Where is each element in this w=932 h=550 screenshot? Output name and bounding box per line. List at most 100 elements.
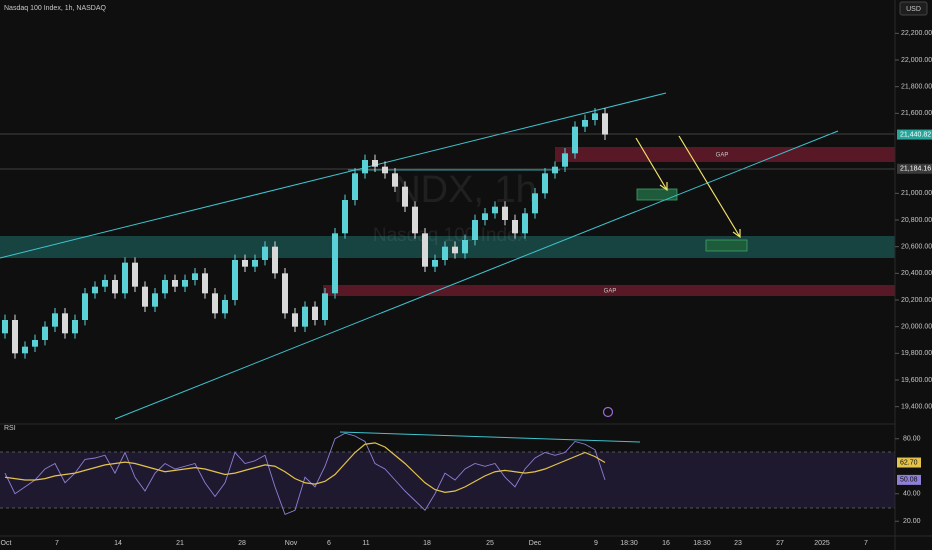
candle-body <box>82 293 88 320</box>
candle-body <box>32 340 38 347</box>
y-tick-label: 22,000.00 <box>901 57 932 64</box>
y-tick-label: 21,600.00 <box>901 110 932 117</box>
candle-body <box>442 246 448 260</box>
candle-body <box>2 320 8 334</box>
candle-body <box>512 220 518 234</box>
candle-body <box>412 206 418 234</box>
candle-body <box>582 120 588 127</box>
last-value-box <box>897 457 921 468</box>
x-tick-label: 25 <box>486 540 494 547</box>
x-tick-label: 18 <box>423 540 431 547</box>
candle-body <box>502 206 508 220</box>
candle-body <box>232 260 238 300</box>
candle-body <box>402 186 408 207</box>
arrow <box>635 137 668 191</box>
candle-body <box>202 273 208 294</box>
rsi-title: RSI <box>4 425 16 432</box>
rsi-line <box>4 432 606 515</box>
candle-body <box>552 166 558 174</box>
candle-body <box>472 220 478 240</box>
candle-body <box>132 262 138 287</box>
y-tick-label: 19,800.00 <box>901 350 932 357</box>
y-tick-label: 20,200.00 <box>901 297 932 304</box>
candle-body <box>602 113 608 135</box>
candle-body <box>112 280 118 294</box>
x-tick-label: Oct <box>1 540 12 547</box>
candle-body <box>532 193 538 214</box>
candle-body <box>592 113 598 120</box>
candle-body <box>292 313 298 327</box>
candle-body <box>362 160 368 174</box>
y-tick-label: 20.00 <box>903 518 921 525</box>
candle-body <box>262 246 268 260</box>
candle-body <box>332 233 338 294</box>
candle-body <box>102 280 108 287</box>
candle-body <box>222 300 228 314</box>
y-tick-label: 20,800.00 <box>901 217 932 224</box>
x-tick-label: 21 <box>176 540 184 547</box>
candle-body <box>12 320 18 354</box>
rsi-band <box>0 452 895 508</box>
gap-label: GAP <box>716 153 729 159</box>
x-tick-label: 2025 <box>814 540 830 547</box>
watermark: NDX, 1h <box>393 169 537 211</box>
candle-body <box>572 126 578 154</box>
icon[interactable] <box>602 406 614 418</box>
price-label: 21,440.82 <box>900 131 931 138</box>
currency-button[interactable] <box>899 1 928 16</box>
candle-body <box>342 200 348 234</box>
candle-body <box>42 326 48 340</box>
candle-body <box>72 320 78 334</box>
x-tick-label: 6 <box>327 540 331 547</box>
y-tick-label: 22,200.00 <box>901 30 932 37</box>
candle-body <box>212 293 218 314</box>
y-tick-label: 20,000.00 <box>901 324 932 331</box>
y-tick-label: 20,400.00 <box>901 270 932 277</box>
candle-body <box>452 246 458 254</box>
price-label-box <box>897 129 932 140</box>
target-box <box>705 239 748 252</box>
candle-body <box>462 240 468 254</box>
rsi-trendline <box>339 431 641 443</box>
candle-body <box>422 233 428 267</box>
candle-body <box>482 213 488 220</box>
x-tick-label: 7 <box>864 540 868 547</box>
x-tick-label: Nov <box>285 540 298 547</box>
candle-body <box>522 213 528 234</box>
chart-title: Nasdaq 100 Index, 1h, NASDAQ <box>4 5 107 12</box>
currency-label[interactable]: USD <box>906 6 921 13</box>
arrow-head <box>659 182 668 192</box>
price-label: 21,184.16 <box>900 166 931 173</box>
candle-body <box>272 246 278 274</box>
arrow-head <box>732 229 741 239</box>
candle-body <box>372 160 378 167</box>
x-tick-label: 16 <box>662 540 670 547</box>
x-tick-label: 18:30 <box>693 540 711 547</box>
gap-label: GAP <box>604 289 617 295</box>
candle-body <box>162 280 168 294</box>
candle-body <box>392 173 398 187</box>
candle-body <box>142 286 148 307</box>
candle-body <box>562 153 568 167</box>
y-tick-label: 21,000.00 <box>901 190 932 197</box>
candle-body <box>22 346 28 354</box>
candle-body <box>52 313 58 327</box>
y-tick-label: 20,600.00 <box>901 244 932 251</box>
candle-body <box>182 280 188 287</box>
y-tick-label: 40.00 <box>903 491 921 498</box>
y-tick-label: 19,400.00 <box>901 404 932 411</box>
candle-body <box>322 293 328 320</box>
rsi-line <box>4 442 606 493</box>
target-box <box>636 188 678 201</box>
candle-body <box>152 293 158 307</box>
y-tick-label: 19,600.00 <box>901 377 932 384</box>
candle-body <box>312 306 318 320</box>
candle-body <box>92 286 98 294</box>
candle-body <box>242 260 248 267</box>
x-tick-label: 7 <box>55 540 59 547</box>
candle-body <box>252 260 258 267</box>
price-label-box <box>897 163 932 174</box>
last-value-box <box>897 474 921 485</box>
